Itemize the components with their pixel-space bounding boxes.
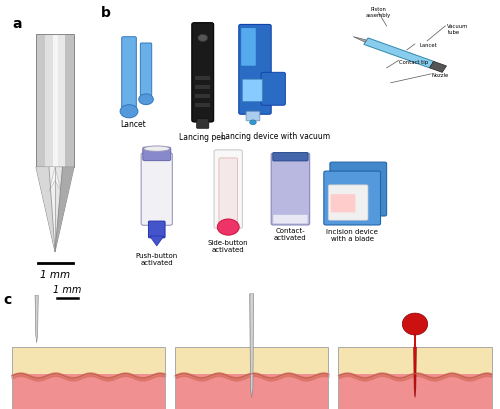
Bar bbox=[196, 95, 210, 99]
Text: Lancing device with vacuum: Lancing device with vacuum bbox=[220, 131, 330, 140]
Bar bbox=[414, 334, 416, 348]
Polygon shape bbox=[55, 168, 62, 252]
FancyBboxPatch shape bbox=[271, 154, 310, 225]
FancyBboxPatch shape bbox=[219, 159, 238, 224]
Bar bbox=[196, 77, 210, 81]
FancyBboxPatch shape bbox=[141, 153, 172, 226]
FancyBboxPatch shape bbox=[330, 195, 355, 213]
Text: Contact tip: Contact tip bbox=[399, 60, 428, 65]
FancyBboxPatch shape bbox=[241, 29, 256, 67]
Bar bbox=[338, 347, 492, 376]
FancyBboxPatch shape bbox=[192, 24, 214, 123]
Circle shape bbox=[218, 220, 239, 236]
Text: c: c bbox=[4, 293, 12, 307]
Polygon shape bbox=[45, 35, 52, 168]
Circle shape bbox=[250, 121, 256, 126]
Bar bbox=[175, 375, 328, 409]
Polygon shape bbox=[353, 38, 366, 43]
FancyBboxPatch shape bbox=[324, 172, 380, 225]
Ellipse shape bbox=[144, 146, 170, 152]
Polygon shape bbox=[36, 35, 45, 168]
FancyBboxPatch shape bbox=[261, 73, 285, 106]
Text: Contact-
activated: Contact- activated bbox=[274, 227, 306, 240]
Text: 1 mm: 1 mm bbox=[53, 285, 82, 294]
FancyBboxPatch shape bbox=[328, 185, 368, 220]
Polygon shape bbox=[150, 236, 164, 246]
Text: Lancet: Lancet bbox=[120, 119, 146, 128]
Polygon shape bbox=[414, 347, 416, 398]
Text: Lancet: Lancet bbox=[419, 43, 437, 48]
Polygon shape bbox=[52, 35, 58, 168]
FancyBboxPatch shape bbox=[148, 222, 165, 238]
Text: Vacuum
tube: Vacuum tube bbox=[448, 24, 468, 35]
Bar bbox=[338, 375, 492, 409]
FancyBboxPatch shape bbox=[239, 25, 271, 115]
Bar bbox=[175, 347, 328, 376]
FancyBboxPatch shape bbox=[143, 148, 171, 161]
FancyBboxPatch shape bbox=[196, 119, 209, 129]
Circle shape bbox=[120, 106, 138, 119]
FancyBboxPatch shape bbox=[242, 80, 262, 102]
Polygon shape bbox=[250, 294, 254, 398]
Polygon shape bbox=[65, 35, 74, 168]
Polygon shape bbox=[49, 168, 61, 192]
Circle shape bbox=[198, 35, 207, 43]
FancyBboxPatch shape bbox=[330, 163, 386, 216]
Polygon shape bbox=[35, 296, 38, 343]
Bar bbox=[175, 347, 328, 409]
Text: 1 mm: 1 mm bbox=[40, 270, 70, 280]
Bar bbox=[175, 347, 328, 409]
FancyBboxPatch shape bbox=[214, 151, 242, 229]
FancyBboxPatch shape bbox=[273, 215, 308, 224]
Bar bbox=[12, 347, 165, 409]
Text: Nozzle: Nozzle bbox=[431, 73, 448, 78]
Text: Piston
assembly: Piston assembly bbox=[366, 7, 391, 18]
Bar bbox=[12, 347, 165, 409]
Polygon shape bbox=[49, 168, 55, 252]
Polygon shape bbox=[36, 296, 38, 343]
Polygon shape bbox=[36, 168, 55, 252]
Text: Lancing pen: Lancing pen bbox=[180, 133, 226, 142]
FancyBboxPatch shape bbox=[122, 38, 136, 109]
Text: Incision device
with a blade: Incision device with a blade bbox=[326, 228, 378, 241]
Polygon shape bbox=[58, 35, 65, 168]
FancyBboxPatch shape bbox=[246, 112, 260, 121]
Circle shape bbox=[402, 313, 427, 335]
Circle shape bbox=[138, 94, 154, 106]
Bar bbox=[338, 347, 492, 409]
Bar bbox=[196, 86, 210, 90]
Polygon shape bbox=[364, 39, 434, 69]
FancyBboxPatch shape bbox=[140, 44, 151, 97]
Text: a: a bbox=[12, 17, 22, 31]
Bar bbox=[338, 347, 492, 409]
Bar bbox=[196, 104, 210, 108]
Bar bbox=[12, 347, 165, 376]
Text: Side-button
activated: Side-button activated bbox=[208, 239, 248, 252]
FancyBboxPatch shape bbox=[273, 153, 308, 162]
Text: Push-button
activated: Push-button activated bbox=[136, 252, 178, 265]
Polygon shape bbox=[55, 168, 74, 252]
Bar bbox=[12, 375, 165, 409]
Text: b: b bbox=[101, 6, 111, 20]
Polygon shape bbox=[36, 168, 55, 252]
Polygon shape bbox=[430, 62, 446, 73]
